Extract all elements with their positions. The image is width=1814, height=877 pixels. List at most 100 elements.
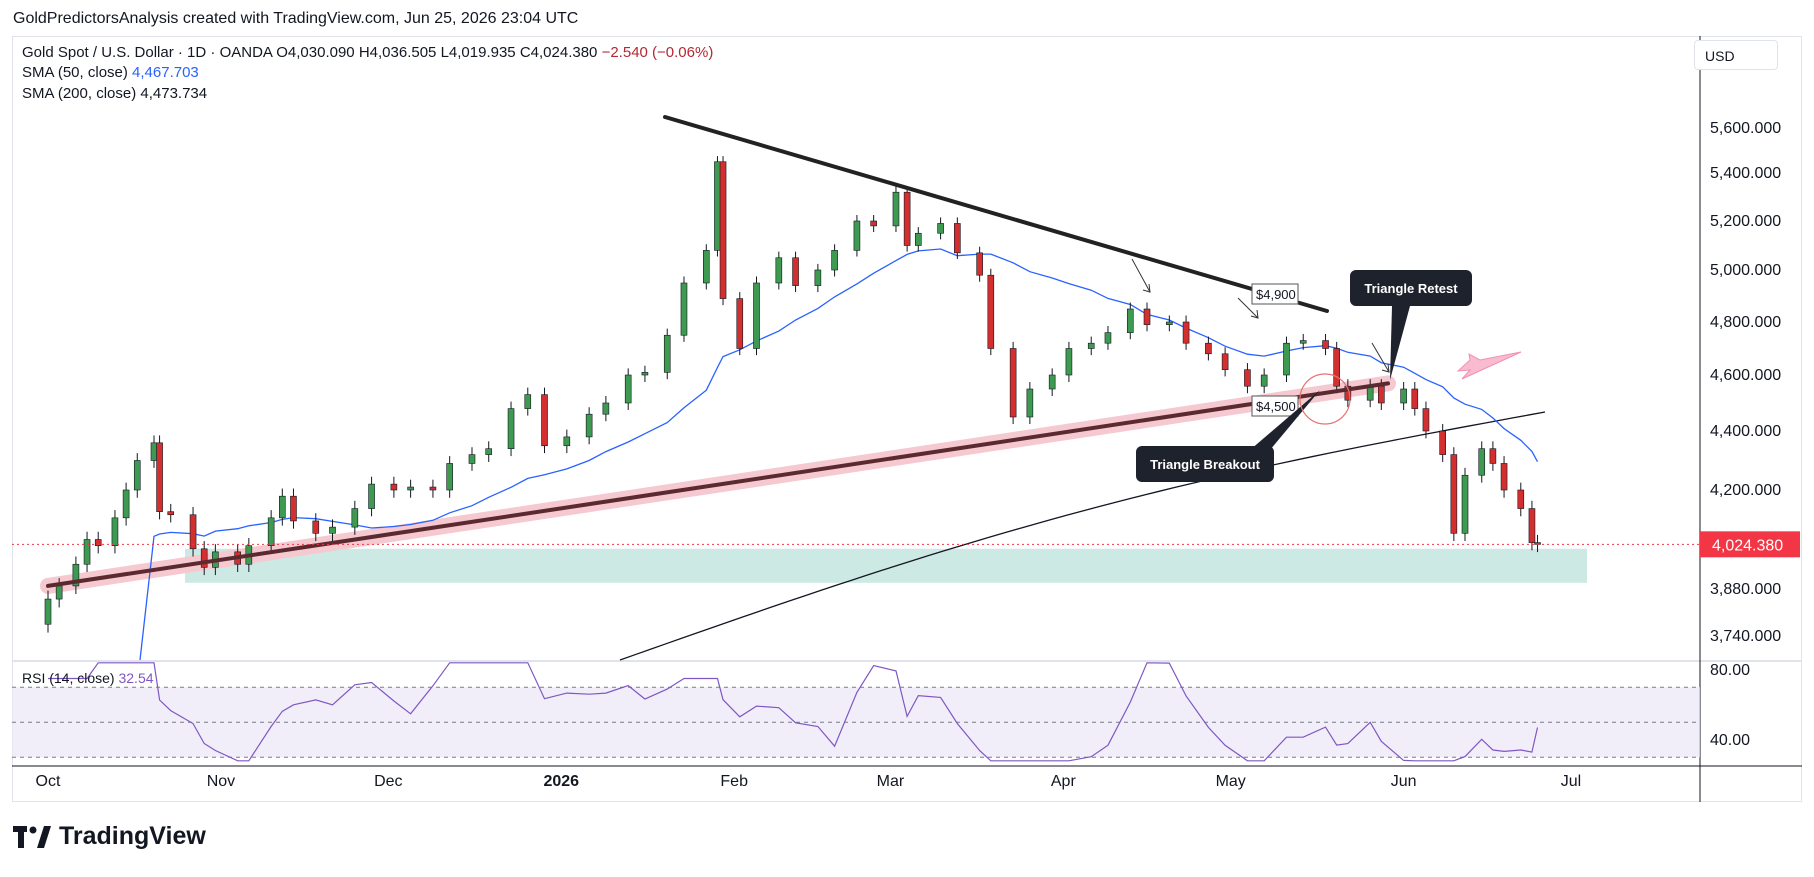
price-label-4500-box xyxy=(1251,395,1299,417)
last-price-tag xyxy=(1700,531,1800,558)
candle-body xyxy=(1126,308,1134,333)
legend-open: O4,030.090 xyxy=(276,44,355,61)
candle-body xyxy=(1065,348,1073,376)
candle-body xyxy=(1528,508,1536,543)
price-tick-label: 4,600.000 xyxy=(1710,367,1781,384)
legend-high: H4,036.505 xyxy=(358,44,437,61)
rsi-tick-label: 80.00 xyxy=(1710,662,1750,679)
candle xyxy=(368,476,375,517)
candle-body xyxy=(680,282,688,336)
candle xyxy=(1489,441,1497,471)
price-tick-label: 4,800.000 xyxy=(1710,314,1781,331)
candle xyxy=(312,513,320,542)
candle-body xyxy=(1478,448,1486,476)
candle xyxy=(1283,336,1290,382)
candle xyxy=(1450,447,1458,542)
price-tick-label: 4,400.000 xyxy=(1710,423,1781,440)
candle xyxy=(1260,368,1268,394)
pointer-arrow xyxy=(1371,342,1390,373)
legend-change: −2.540 (−0.06%) xyxy=(601,44,714,61)
legend-row-sma200: SMA (200, close) 4,473.734 xyxy=(22,85,207,102)
candle xyxy=(351,500,359,535)
candle-body xyxy=(641,372,649,376)
candle xyxy=(1322,333,1329,356)
candle xyxy=(156,435,163,520)
sma50-value: 4,467.703 xyxy=(132,64,199,81)
candle xyxy=(1478,441,1486,483)
time-tick-label: Oct xyxy=(36,773,61,790)
pink-arrow-icon xyxy=(1456,351,1522,380)
callout-triangle-retest-box xyxy=(1350,270,1472,306)
candle-body xyxy=(133,460,141,491)
candle xyxy=(1205,336,1212,361)
candle xyxy=(1244,363,1251,394)
candle xyxy=(892,186,900,233)
candle xyxy=(624,368,632,410)
time-tick-label: Nov xyxy=(207,773,235,790)
pointer-arrow-head xyxy=(1142,283,1151,293)
currency-button[interactable]: USD xyxy=(1694,40,1778,70)
candle xyxy=(133,453,141,498)
price-tick-label: 5,400.000 xyxy=(1710,165,1781,182)
candle-body xyxy=(1378,385,1385,404)
rsi-line xyxy=(48,662,1539,762)
candle-body xyxy=(446,463,453,491)
candle-body xyxy=(156,442,163,512)
candle-body xyxy=(831,250,838,271)
rsi-value: 32.54 xyxy=(118,670,154,686)
candle-body xyxy=(44,598,52,625)
candle xyxy=(1104,325,1112,350)
candle-body xyxy=(892,191,900,227)
candle xyxy=(903,186,911,252)
legend-close: C4,024.380 xyxy=(519,44,598,61)
breakout-circle xyxy=(1299,373,1351,425)
candle-body xyxy=(329,526,336,534)
candle-body xyxy=(976,252,983,276)
candle xyxy=(111,510,119,554)
tradingview-logo[interactable]: TradingView xyxy=(13,822,206,851)
candle-body xyxy=(1450,454,1458,534)
legend-row-main: Gold Spot / U.S. Dollar · 1D · OANDA O4,… xyxy=(22,44,713,61)
candle xyxy=(719,156,727,306)
chart-frame xyxy=(12,36,1802,802)
candle xyxy=(563,429,571,454)
candle-body xyxy=(189,514,197,550)
time-tick-label: 2026 xyxy=(543,773,579,790)
candle xyxy=(329,519,336,542)
candle-body xyxy=(267,517,275,546)
candle xyxy=(1299,333,1307,350)
callout-triangle-breakout-text: Triangle Breakout xyxy=(1150,457,1260,472)
candle-body xyxy=(719,161,727,299)
candle xyxy=(72,556,80,595)
candle xyxy=(150,435,158,468)
candle-body xyxy=(624,374,632,404)
candle-body xyxy=(279,495,286,519)
candle-body xyxy=(853,220,861,251)
time-tick-label: Jun xyxy=(1391,773,1417,790)
candle-body xyxy=(1182,321,1190,344)
candle-body xyxy=(167,511,175,516)
candle-body xyxy=(954,223,961,254)
callout-triangle-breakout-box xyxy=(1136,446,1274,482)
candle xyxy=(1439,424,1446,462)
candle xyxy=(814,263,822,293)
candle xyxy=(468,447,476,471)
candle xyxy=(914,227,922,252)
falling-trendline xyxy=(663,115,1329,313)
candle-body xyxy=(468,454,476,464)
candle xyxy=(853,215,861,257)
price-tick-label: 5,000.000 xyxy=(1710,262,1781,279)
candle-body xyxy=(736,298,744,349)
candle-body xyxy=(1439,430,1446,455)
candle-body xyxy=(1489,448,1497,464)
candle-body xyxy=(563,436,571,447)
candle xyxy=(736,292,744,356)
candle xyxy=(1344,379,1352,408)
legend-low: L4,019.935 xyxy=(440,44,516,61)
candle xyxy=(1126,302,1134,340)
candle xyxy=(1221,347,1229,377)
candle xyxy=(1500,456,1508,498)
candle xyxy=(602,396,610,422)
candle xyxy=(189,507,197,557)
